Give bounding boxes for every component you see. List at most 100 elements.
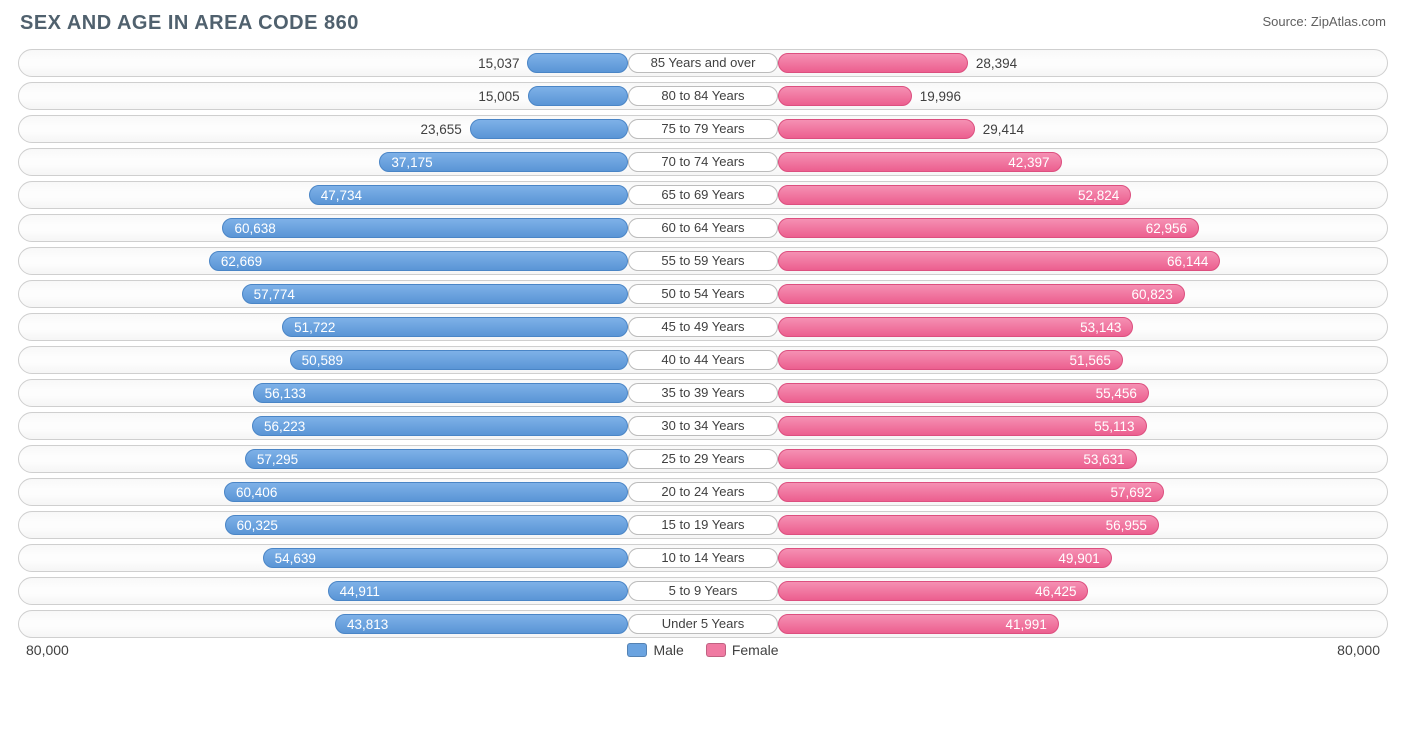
female-bar <box>778 53 968 73</box>
legend-female-label: Female <box>732 642 779 658</box>
female-value-label: 46,425 <box>1035 578 1088 606</box>
male-value-label: 60,638 <box>222 215 275 243</box>
female-value-label: 55,113 <box>1094 413 1146 441</box>
legend-center: Male Female <box>627 642 778 658</box>
male-bar <box>253 383 628 403</box>
male-value-label: 60,406 <box>224 479 277 507</box>
female-bar <box>778 218 1199 238</box>
female-value-label: 53,143 <box>1080 314 1133 342</box>
male-bar <box>225 515 628 535</box>
chart-row: 70 to 74 Years 37,175 42,397 <box>18 148 1388 176</box>
male-bar <box>242 284 628 304</box>
male-bar <box>470 119 628 139</box>
male-value-label: 37,175 <box>379 149 432 177</box>
chart-row: 80 to 84 Years 15,005 19,996 <box>18 82 1388 110</box>
axis-left-max: 80,000 <box>26 642 69 658</box>
female-value-label: 41,991 <box>1006 611 1059 639</box>
chart-title: SEX AND AGE IN AREA CODE 860 <box>20 12 359 35</box>
age-group-label: 30 to 34 Years <box>628 416 778 436</box>
male-bar <box>245 449 628 469</box>
male-value-label: 57,774 <box>242 281 295 309</box>
chart-row: 10 to 14 Years 54,639 49,901 <box>18 544 1388 572</box>
male-value-label: 43,813 <box>335 611 388 639</box>
age-group-label: 20 to 24 Years <box>628 482 778 502</box>
male-value-label: 56,133 <box>253 380 306 408</box>
age-group-label: Under 5 Years <box>628 614 778 634</box>
male-value-label: 57,295 <box>245 446 298 474</box>
male-bar <box>252 416 628 436</box>
legend-item-female: Female <box>706 642 779 658</box>
female-value-label: 42,397 <box>1008 149 1061 177</box>
female-value-label: 49,901 <box>1058 545 1111 573</box>
chart-row: 20 to 24 Years 60,406 57,692 <box>18 478 1388 506</box>
male-value-label: 62,669 <box>209 248 262 276</box>
female-value-label: 57,692 <box>1111 479 1164 507</box>
male-bar <box>528 86 628 106</box>
legend-item-male: Male <box>627 642 683 658</box>
chart-row: 75 to 79 Years23,65529,414 <box>18 115 1388 143</box>
female-value-label: 66,144 <box>1167 248 1220 276</box>
chart-row: 60 to 64 Years 60,638 62,956 <box>18 214 1388 242</box>
chart-row: 25 to 29 Years57,29553,631 <box>18 445 1388 473</box>
source-prefix: Source: <box>1262 14 1310 29</box>
female-value-label: 55,456 <box>1096 380 1149 408</box>
age-group-label: 75 to 79 Years <box>628 119 778 139</box>
male-value-label: 44,911 <box>328 578 380 606</box>
male-bar <box>222 218 628 238</box>
female-bar <box>778 515 1159 535</box>
chart-row: Under 5 Years 43,813 41,991 <box>18 610 1388 638</box>
age-group-label: 35 to 39 Years <box>628 383 778 403</box>
chart-row: 15 to 19 Years 60,325 56,955 <box>18 511 1388 539</box>
male-value-label: 23,655 <box>421 116 462 144</box>
female-swatch-icon <box>706 643 726 657</box>
age-group-label: 60 to 64 Years <box>628 218 778 238</box>
chart-row: 30 to 34 Years 56,223 55,113 <box>18 412 1388 440</box>
age-group-label: 45 to 49 Years <box>628 317 778 337</box>
age-group-label: 85 Years and over <box>628 53 778 73</box>
age-group-label: 80 to 84 Years <box>628 86 778 106</box>
male-value-label: 54,639 <box>263 545 316 573</box>
male-value-label: 56,223 <box>252 413 305 441</box>
female-bar <box>778 86 912 106</box>
male-swatch-icon <box>627 643 647 657</box>
male-bar <box>527 53 628 73</box>
chart-header: SEX AND AGE IN AREA CODE 860 Source: Zip… <box>18 12 1388 49</box>
female-bar <box>778 284 1185 304</box>
age-group-label: 65 to 69 Years <box>628 185 778 205</box>
female-bar <box>778 383 1149 403</box>
male-value-label: 15,037 <box>478 50 519 78</box>
female-value-label: 62,956 <box>1146 215 1199 243</box>
chart-source: Source: ZipAtlas.com <box>1262 12 1386 29</box>
population-pyramid-chart: 85 Years and over 15,037 28,394 80 to 84 Ye… <box>18 49 1388 638</box>
male-value-label: 50,589 <box>290 347 343 375</box>
chart-row: 5 to 9 Years 44,911 46,425 <box>18 577 1388 605</box>
chart-row: 50 to 54 Years 57,774 60,823 <box>18 280 1388 308</box>
chart-row: 55 to 59 Years 62,669 66,144 <box>18 247 1388 275</box>
age-group-label: 70 to 74 Years <box>628 152 778 172</box>
age-group-label: 5 to 9 Years <box>628 581 778 601</box>
female-value-label: 28,394 <box>976 50 1017 78</box>
female-bar <box>778 251 1220 271</box>
male-bar <box>209 251 628 271</box>
female-value-label: 56,955 <box>1106 512 1159 540</box>
legend-male-label: Male <box>653 642 683 658</box>
female-bar <box>778 119 975 139</box>
chart-row: 45 to 49 Years51,72253,143 <box>18 313 1388 341</box>
male-value-label: 60,325 <box>225 512 278 540</box>
chart-row: 65 to 69 Years 47,734 52,824 <box>18 181 1388 209</box>
age-group-label: 50 to 54 Years <box>628 284 778 304</box>
chart-row: 85 Years and over 15,037 28,394 <box>18 49 1388 77</box>
age-group-label: 15 to 19 Years <box>628 515 778 535</box>
female-value-label: 53,631 <box>1083 446 1136 474</box>
chart-row: 40 to 44 Years50,58951,565 <box>18 346 1388 374</box>
male-bar <box>263 548 628 568</box>
female-value-label: 19,996 <box>920 83 961 111</box>
male-value-label: 15,005 <box>478 83 519 111</box>
female-value-label: 52,824 <box>1078 182 1131 210</box>
female-value-label: 60,823 <box>1131 281 1184 309</box>
age-group-label: 55 to 59 Years <box>628 251 778 271</box>
age-group-label: 10 to 14 Years <box>628 548 778 568</box>
male-value-label: 47,734 <box>309 182 362 210</box>
source-name: ZipAtlas.com <box>1311 14 1386 29</box>
female-bar <box>778 482 1164 502</box>
